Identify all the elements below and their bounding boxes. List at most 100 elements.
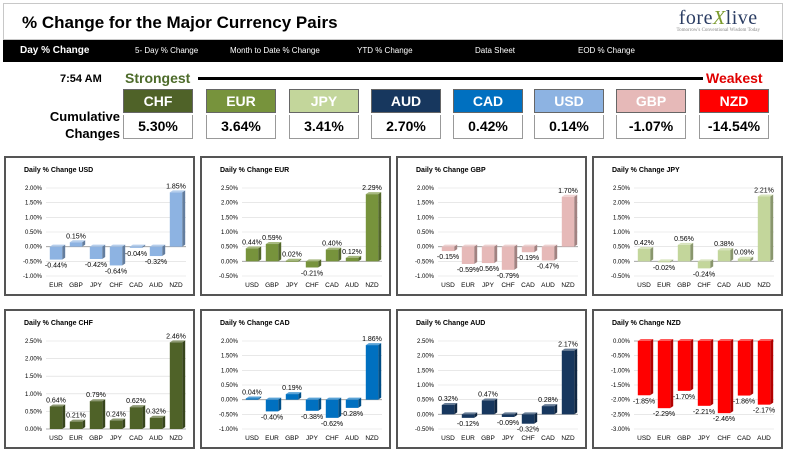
bar-nzd [169,190,186,247]
y-tick-label: -1.50% [611,383,631,389]
bar-nzd [169,340,186,429]
y-tick-label: -2.50% [611,412,631,418]
y-tick-label: 0.50% [417,230,435,236]
x-tick-label: NZD [561,435,575,442]
x-tick-label: CHF [697,282,710,289]
chart-title: Daily % Change AUD [416,320,486,327]
bar-nzd [365,343,382,400]
x-tick-label: CAD [129,282,143,289]
y-tick-label: 2.50% [613,186,631,192]
currency-name: EUR [206,89,276,113]
x-tick-label: USD [441,282,455,289]
bar-jpy [481,244,498,264]
x-tick-label: USD [245,282,259,289]
y-tick-label: 1.00% [25,392,43,398]
data-label: -2.46% [713,416,735,423]
tab-eod-change[interactable]: EOD % Change [578,46,635,55]
data-label: -0.24% [693,271,715,278]
x-tick-label: GBP [285,435,299,442]
data-label: 0.47% [478,392,498,399]
x-tick-label: GBP [69,282,83,289]
x-tick-label: EUR [461,435,475,442]
data-label: 0.44% [242,239,262,246]
tab-5-day-change[interactable]: 5- Day % Change [135,46,199,55]
chart-svg: -0.50% 0.00% 0.50% 1.00% 1.50% 2.00% 2.50% 0.42… [611,186,774,289]
tab-ytd-change[interactable]: YTD % Change [357,46,413,55]
data-label: 0.40% [322,241,342,248]
bar-usd [637,247,654,262]
bar-chf [305,259,322,268]
data-label: -0.02% [653,265,675,272]
y-tick-label: 0.00% [613,339,631,345]
chart-title: Daily % Change USD [24,167,94,174]
y-tick-label: 0.00% [25,245,43,251]
data-label: -0.32% [517,427,539,434]
y-tick-label: -1.00% [23,274,43,280]
tab-month-to-date-change[interactable]: Month to Date % Change [230,46,320,55]
y-tick-label: 2.00% [25,357,43,363]
bar-jpy [697,339,714,406]
data-label: -0.59% [457,267,479,274]
y-tick-label: -0.50% [611,274,631,280]
y-tick-label: 1.50% [613,215,631,221]
data-label: 0.42% [634,240,654,247]
y-tick-label: -0.50% [611,354,631,360]
y-tick-label: -0.50% [219,274,239,280]
x-tick-label: JPY [698,435,711,442]
data-label: -0.44% [45,263,67,270]
data-label: 0.04% [242,389,262,396]
bar-jpy [109,418,126,429]
data-label: -0.40% [261,414,283,421]
rank-line [198,77,703,80]
x-tick-label: CHF [109,282,122,289]
y-tick-label: 2.00% [417,354,435,360]
bar-jpy [89,244,106,259]
currency-box-cad: CAD 0.42% [453,89,523,139]
bar-jpy [305,397,322,411]
currency-value: 2.70% [371,115,441,139]
data-label: 1.70% [558,188,578,195]
currency-value: 0.14% [534,115,604,139]
y-tick-label: 2.00% [417,186,435,192]
chart-title: Daily % Change GBP [416,167,486,174]
currency-value: 3.64% [206,115,276,139]
x-tick-label: CAD [325,282,339,289]
x-tick-label: NZD [365,282,379,289]
tab-day-change[interactable]: Day % Change [20,45,90,56]
data-label: -0.09% [497,420,519,427]
bar-usd [441,244,458,252]
currency-value: -1.07% [616,115,686,139]
bar-gbp [677,339,694,391]
x-tick-label: EUR [461,282,475,289]
data-label: 1.86% [362,336,382,343]
data-label: 0.38% [714,241,734,248]
x-tick-label: JPY [502,435,515,442]
chart-svg: -1.00% -0.50% 0.00% 0.50% 1.00% 1.50% 2.00% 0.0… [219,336,382,442]
y-tick-label: 0.50% [221,383,239,389]
bar-nzd [757,194,774,262]
bar-usd [441,402,458,415]
currency-box-jpy: JPY 3.41% [289,89,359,139]
data-label: -0.79% [497,273,519,280]
data-label: 0.56% [674,236,694,243]
x-tick-label: AUD [737,282,751,289]
y-tick-label: 0.00% [221,398,239,404]
x-tick-label: CHF [717,435,730,442]
chart-svg: 0.00% 0.50% 1.00% 1.50% 2.00% 2.50% 0.64% USD 0.… [25,333,186,442]
x-tick-label: AUD [149,435,163,442]
forexlive-logo[interactable]: foreXlive Tomorrow's Conventional Wisdom… [676,7,760,33]
bar-aud [345,255,362,262]
bar-aud [541,244,558,261]
y-tick-label: 0.00% [417,245,435,251]
data-label: 0.79% [86,392,106,399]
x-tick-label: JPY [482,282,495,289]
tab-data-sheet[interactable]: Data Sheet [475,46,516,55]
bar-nzd [365,192,382,262]
cumulative-label-line1: Cumulative [49,109,120,124]
bar-gbp [677,242,694,262]
data-label: 2.46% [166,333,186,340]
data-label: -0.21% [301,270,323,277]
chart-title: Daily % Change NZD [612,320,681,327]
currency-value: 3.41% [289,115,359,139]
data-label: -0.42% [85,262,107,269]
